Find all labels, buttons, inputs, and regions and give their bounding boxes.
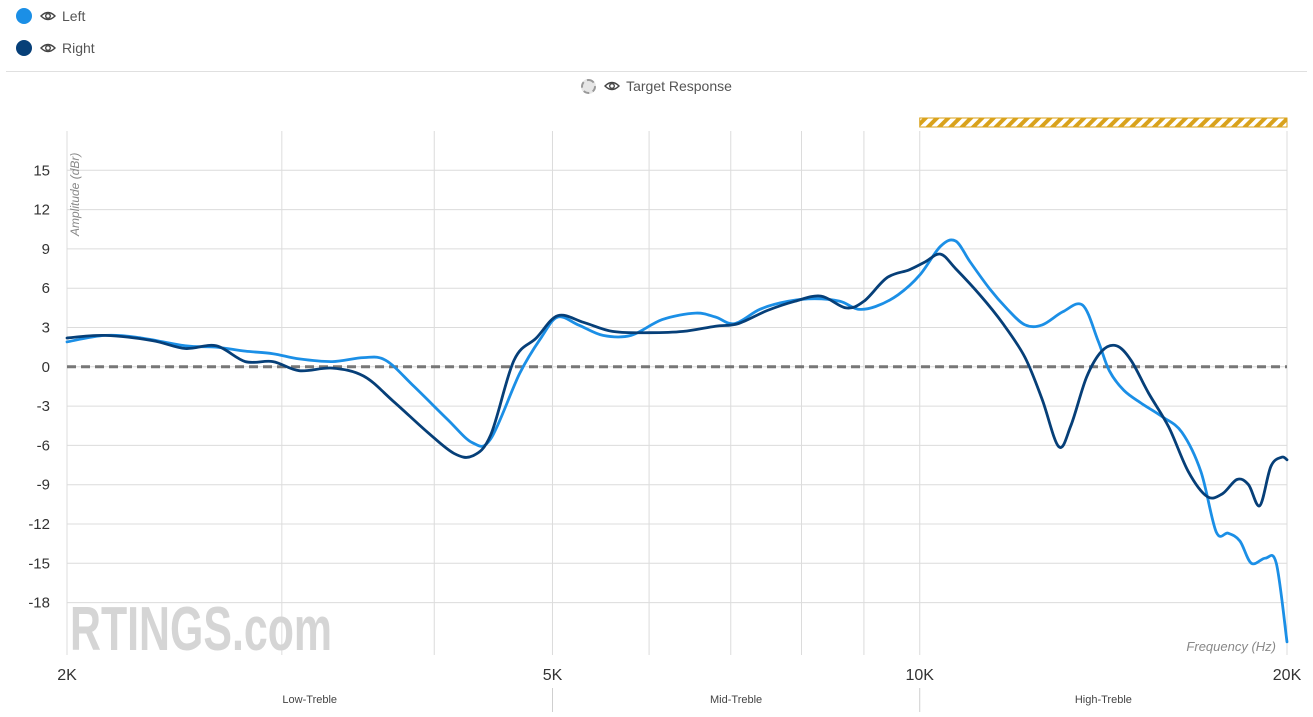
y-tick-label: -6 <box>37 437 50 454</box>
legend-item-target[interactable]: Target Response <box>0 78 1313 94</box>
series-line-right <box>65 252 1289 508</box>
x-tick-label: 10K <box>906 667 935 684</box>
y-tick-label: -12 <box>28 516 50 533</box>
eye-icon[interactable] <box>40 40 56 56</box>
band-label: High-Treble <box>1075 694 1132 706</box>
y-tick-label: -18 <box>28 595 50 612</box>
legend-label-left: Left <box>62 8 86 24</box>
x-tick-label: 20K <box>1273 667 1302 684</box>
y-axis-title: Amplitude (dBr) <box>68 153 82 237</box>
legend-label-right: Right <box>62 40 95 56</box>
legend-item-right[interactable]: Right <box>16 40 95 56</box>
right-series-swatch <box>16 40 32 56</box>
y-tick-label: 3 <box>42 320 50 337</box>
y-tick-label: -3 <box>37 398 50 415</box>
y-tick-label: 6 <box>42 280 50 297</box>
target-response-swatch <box>581 78 597 94</box>
y-tick-label: -9 <box>37 477 50 494</box>
y-tick-label: 12 <box>33 202 50 219</box>
y-tick-label: 15 <box>33 162 50 179</box>
y-tick-label: -15 <box>28 555 50 572</box>
rtings-watermark: RTINGS.com <box>70 595 332 664</box>
eye-icon[interactable] <box>40 8 56 24</box>
band-label: Low-Treble <box>282 694 337 706</box>
high-treble-highlight-bar <box>919 117 1288 128</box>
eye-icon[interactable] <box>604 78 621 94</box>
left-series-swatch <box>16 8 32 24</box>
x-axis-title: Frequency (Hz) <box>1186 639 1276 654</box>
x-tick-label: 5K <box>543 667 563 684</box>
y-tick-label: 0 <box>42 359 50 376</box>
legend-divider <box>6 71 1307 72</box>
legend-label-target: Target Response <box>626 78 732 94</box>
legend-item-left[interactable]: Left <box>16 8 85 24</box>
x-tick-label: 2K <box>57 667 77 684</box>
series-line-left <box>65 238 1289 644</box>
y-tick-label: 9 <box>42 241 50 258</box>
band-label: Mid-Treble <box>710 694 762 706</box>
